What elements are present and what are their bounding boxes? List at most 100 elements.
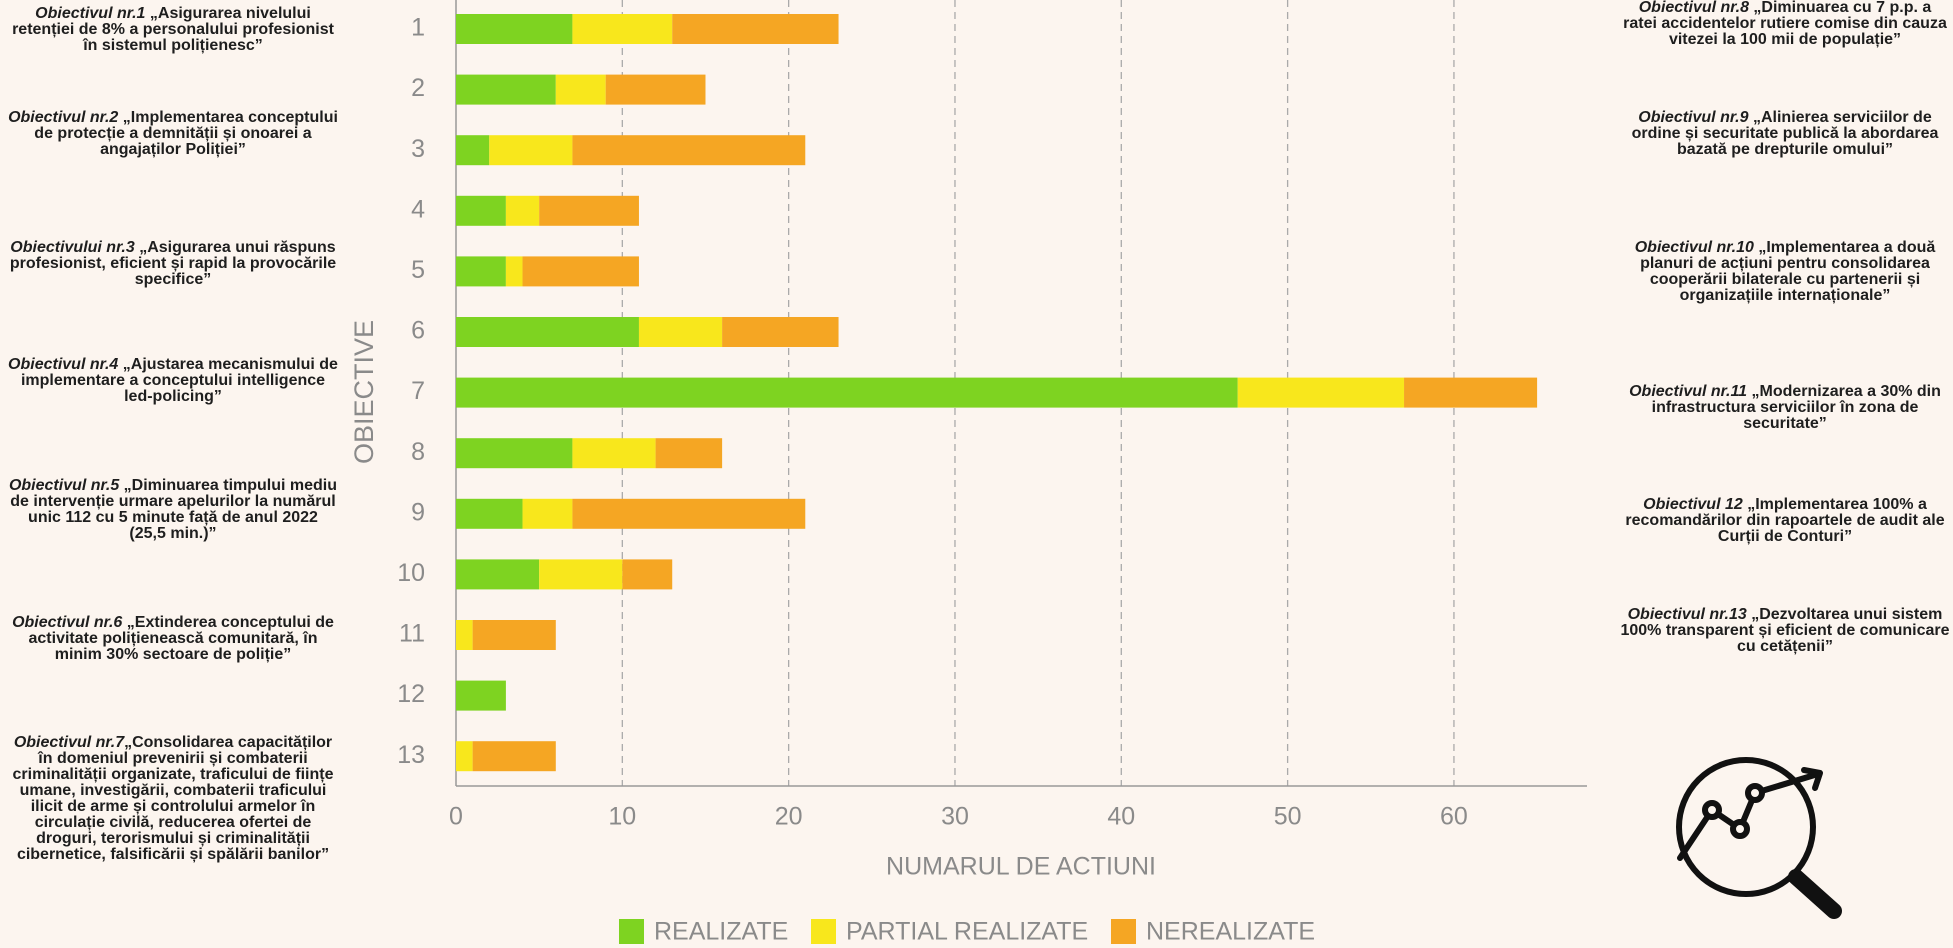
bar-segment xyxy=(539,559,623,590)
objective-note: Obiectivul nr.1 „Asigurarea nivelului re… xyxy=(8,6,338,54)
y-tick-label: 8 xyxy=(411,438,425,466)
objective-prefix: Obiectivul nr.6 xyxy=(12,614,123,631)
objective-note: Obiectivul nr.6 „Extinderea conceptului … xyxy=(8,615,338,663)
objective-text: „Diminuarea timpului mediu de intervenți… xyxy=(10,477,338,542)
x-tick-label: 20 xyxy=(775,803,803,831)
y-tick-label: 2 xyxy=(411,74,425,102)
bar-segment xyxy=(472,741,556,772)
objective-prefix: Obiectivul nr.7 xyxy=(13,734,125,751)
y-tick-label: 12 xyxy=(397,680,425,708)
objective-text: „Asigurarea nivelului retenției de 8% a … xyxy=(12,5,334,54)
bar-segment xyxy=(572,135,806,166)
bar-segment xyxy=(1237,377,1405,408)
bar-segment xyxy=(605,74,706,105)
legend-swatch xyxy=(1111,919,1136,944)
bar-segment xyxy=(722,317,839,347)
objective-text: „Implementarea a două planuri de acțiuni… xyxy=(1640,239,1936,304)
bar-segment xyxy=(456,14,573,44)
bar-segment xyxy=(456,74,556,105)
x-tick-label: 40 xyxy=(1107,803,1135,831)
x-tick-label: 0 xyxy=(449,803,463,831)
objective-text: „Dezvoltarea unui sistem 100% transparen… xyxy=(1620,606,1950,655)
bar-segment xyxy=(456,498,523,529)
y-tick-label: 3 xyxy=(411,135,425,163)
objective-text: „Diminuarea cu 7 p.p. a ratei accidentel… xyxy=(1623,0,1947,48)
objective-text: „Ajustarea mecanismului de implementare … xyxy=(20,356,338,405)
y-tick-label: 4 xyxy=(411,195,425,223)
bar-segment xyxy=(555,74,606,105)
bar-segment xyxy=(539,195,639,226)
y-tick-label: 1 xyxy=(411,14,425,42)
bar-segment xyxy=(456,559,540,590)
objective-text: „Implementarea 100% a recomandărilor din… xyxy=(1625,496,1945,545)
y-tick-label: 10 xyxy=(397,559,425,587)
objective-prefix: Obiectivul nr.1 xyxy=(35,5,146,22)
objective-note: Obiectivul nr.5 „Diminuarea timpului med… xyxy=(8,478,338,542)
objective-note: Obiectivul nr.7„Consolidarea capacitățil… xyxy=(8,735,338,863)
objective-note: Obiectivul nr.13 „Dezvoltarea unui siste… xyxy=(1620,607,1950,655)
objective-note: Obiectivul 12 „Implementarea 100% a reco… xyxy=(1620,497,1950,545)
objective-note: Obiectivul nr.11 „Modernizarea a 30% din… xyxy=(1620,384,1950,432)
objective-prefix: Obiectivul nr.10 xyxy=(1634,239,1754,256)
bar-segment xyxy=(505,256,523,287)
y-tick-label: 6 xyxy=(411,317,425,345)
legend-label: NEREALIZATE xyxy=(1146,918,1315,946)
x-axis-label: NUMARUL DE ACTIUNI xyxy=(886,853,1156,881)
y-tick-label: 13 xyxy=(397,741,425,769)
x-tick-label: 10 xyxy=(608,803,636,831)
objective-prefix: Obiectivul nr.4 xyxy=(8,356,119,373)
legend-label: REALIZATE xyxy=(654,918,788,946)
bar-segment xyxy=(456,195,506,226)
bar-segment xyxy=(522,256,639,287)
objective-text: „Implementarea conceptului de protecție … xyxy=(34,109,338,158)
bar-segment xyxy=(472,620,556,650)
bar-segment xyxy=(456,620,473,650)
y-tick-label: 11 xyxy=(399,620,425,648)
objective-note: Obiectivului nr.3 „Asigurarea unui răspu… xyxy=(8,240,338,288)
legend-swatch xyxy=(619,919,644,944)
bar-segment xyxy=(572,438,656,469)
objective-text: „Extinderea conceptului de activitate po… xyxy=(28,614,334,663)
bar-segment xyxy=(505,195,540,226)
x-tick-label: 50 xyxy=(1274,803,1302,831)
objective-prefix: Obiectivul nr.8 xyxy=(1638,0,1749,16)
objective-prefix: Obiectivul nr.11 xyxy=(1629,383,1748,400)
objective-prefix: Obiectivului nr.3 xyxy=(10,239,135,256)
bar-segment xyxy=(638,317,723,347)
objective-prefix: Obiectivul nr.13 xyxy=(1627,606,1747,623)
bar-segment xyxy=(1404,377,1538,408)
bar-segment xyxy=(572,498,806,529)
bar-segment xyxy=(456,135,490,166)
legend-swatch xyxy=(811,919,836,944)
y-tick-label: 5 xyxy=(411,256,425,284)
bar-segment xyxy=(622,559,673,590)
objective-text: „Asigurarea unui răspuns profesionist, e… xyxy=(9,239,337,288)
bar-segment xyxy=(456,680,506,711)
objective-prefix: Obiectivul nr.5 xyxy=(8,477,120,494)
bar-segment xyxy=(456,377,1238,408)
objective-prefix: Obiectivul nr.9 xyxy=(1638,109,1749,126)
x-tick-label: 30 xyxy=(941,803,969,831)
bar-segment xyxy=(456,741,473,772)
y-tick-label: 7 xyxy=(411,377,425,405)
y-tick-label: 9 xyxy=(411,498,425,526)
objective-text: „Alinierea serviciilor de ordine și secu… xyxy=(1631,109,1939,158)
legend-label: PARTIAL REALIZATE xyxy=(846,918,1088,946)
bar-segment xyxy=(572,14,673,44)
objective-note: Obiectivul nr.9 „Alinierea serviciilor d… xyxy=(1620,110,1950,158)
bar-segment xyxy=(456,256,506,287)
bar-segment xyxy=(522,498,573,529)
objective-note: Obiectivul nr.10 „Implementarea a două p… xyxy=(1620,240,1950,304)
icon xyxy=(1676,757,1842,919)
objective-prefix: Obiectivul 12 xyxy=(1643,496,1743,513)
objective-note: Obiectivul nr.2 „Implementarea conceptul… xyxy=(8,110,338,158)
bar-segment xyxy=(489,135,573,166)
objective-note: Obiectivul nr.4 „Ajustarea mecanismului … xyxy=(8,357,338,405)
bar-segment xyxy=(655,438,723,469)
objective-note: Obiectivul nr.8 „Diminuarea cu 7 p.p. a … xyxy=(1620,0,1950,48)
x-tick-label: 60 xyxy=(1440,803,1468,831)
bar-segment xyxy=(672,14,839,44)
y-axis-label: OBIECTIVE xyxy=(349,320,379,464)
